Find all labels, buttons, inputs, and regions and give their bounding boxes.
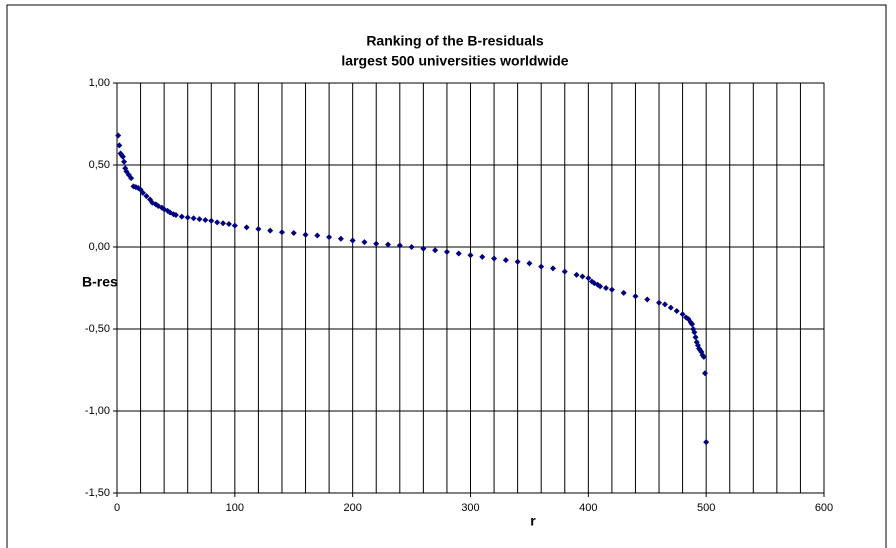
data-point (139, 189, 146, 196)
data-point (608, 286, 615, 293)
data-point (128, 175, 135, 182)
data-point (526, 260, 533, 267)
data-point (432, 247, 439, 254)
y-tick-label: -1,00 (85, 405, 110, 417)
x-tick-label: 300 (461, 502, 479, 514)
data-point (692, 334, 699, 341)
data-point (673, 307, 680, 314)
data-point (691, 329, 698, 336)
y-tick-label: -1,50 (85, 487, 110, 499)
data-point (502, 257, 509, 264)
data-point (597, 283, 604, 290)
x-tick-label: 600 (815, 502, 833, 514)
x-tick-label: 0 (114, 502, 120, 514)
data-point (143, 193, 150, 200)
data-point (278, 229, 285, 236)
x-tick-label: 200 (343, 502, 361, 514)
data-point (290, 230, 297, 237)
data-point (661, 301, 668, 308)
data-point (172, 212, 179, 219)
data-point (190, 215, 197, 222)
data-point (178, 213, 185, 220)
data-point (656, 299, 663, 306)
data-point (196, 216, 203, 223)
x-tick-label: 500 (697, 502, 715, 514)
data-point (208, 217, 215, 224)
data-point (603, 285, 610, 291)
data-point (373, 240, 380, 247)
data-point (202, 216, 209, 223)
data-point (479, 253, 486, 260)
chart-title: Ranking of the B-residuals (366, 33, 544, 49)
data-point (267, 227, 274, 234)
chart-subtitle: largest 500 universities worldwide (341, 53, 568, 69)
data-point (585, 275, 592, 282)
data-point (337, 235, 344, 242)
data-point (326, 234, 333, 241)
data-point (385, 241, 392, 248)
data-point (302, 231, 309, 238)
data-point (667, 304, 674, 311)
data-point (632, 293, 639, 300)
data-point (701, 370, 708, 377)
data-point (644, 296, 651, 303)
data-point (231, 222, 238, 229)
y-tick-label: 0,50 (89, 159, 110, 171)
data-point (514, 258, 521, 265)
data-point (115, 132, 122, 139)
data-point (243, 224, 250, 231)
data-point (703, 439, 710, 446)
data-point (700, 353, 707, 360)
y-tick-label: 0,00 (89, 241, 110, 253)
data-point (220, 220, 227, 227)
data-point (420, 245, 427, 252)
data-point (255, 225, 262, 232)
data-point (214, 219, 221, 226)
data-point (121, 158, 128, 165)
x-tick-label: 400 (579, 502, 597, 514)
data-point (579, 273, 586, 280)
y-tick-label: 1,00 (89, 77, 110, 89)
data-point (689, 321, 696, 328)
data-point (349, 237, 356, 244)
data-point (119, 153, 126, 160)
data-point (443, 248, 450, 255)
data-point (491, 255, 498, 262)
data-point (467, 252, 474, 259)
data-point (314, 232, 321, 239)
data-point (361, 239, 368, 246)
data-point (538, 263, 545, 270)
x-tick-label: 100 (226, 502, 244, 514)
data-point (225, 221, 232, 228)
data-point (396, 242, 403, 249)
data-point (561, 268, 568, 275)
data-point (573, 271, 580, 278)
data-point (620, 289, 627, 296)
data-point (455, 250, 462, 257)
data-point (116, 142, 123, 149)
x-axis-label: r (530, 513, 536, 529)
data-point (184, 214, 191, 221)
data-point (549, 265, 556, 272)
y-tick-label: -0,50 (85, 323, 110, 335)
data-point (408, 244, 415, 250)
data-point (679, 311, 686, 318)
